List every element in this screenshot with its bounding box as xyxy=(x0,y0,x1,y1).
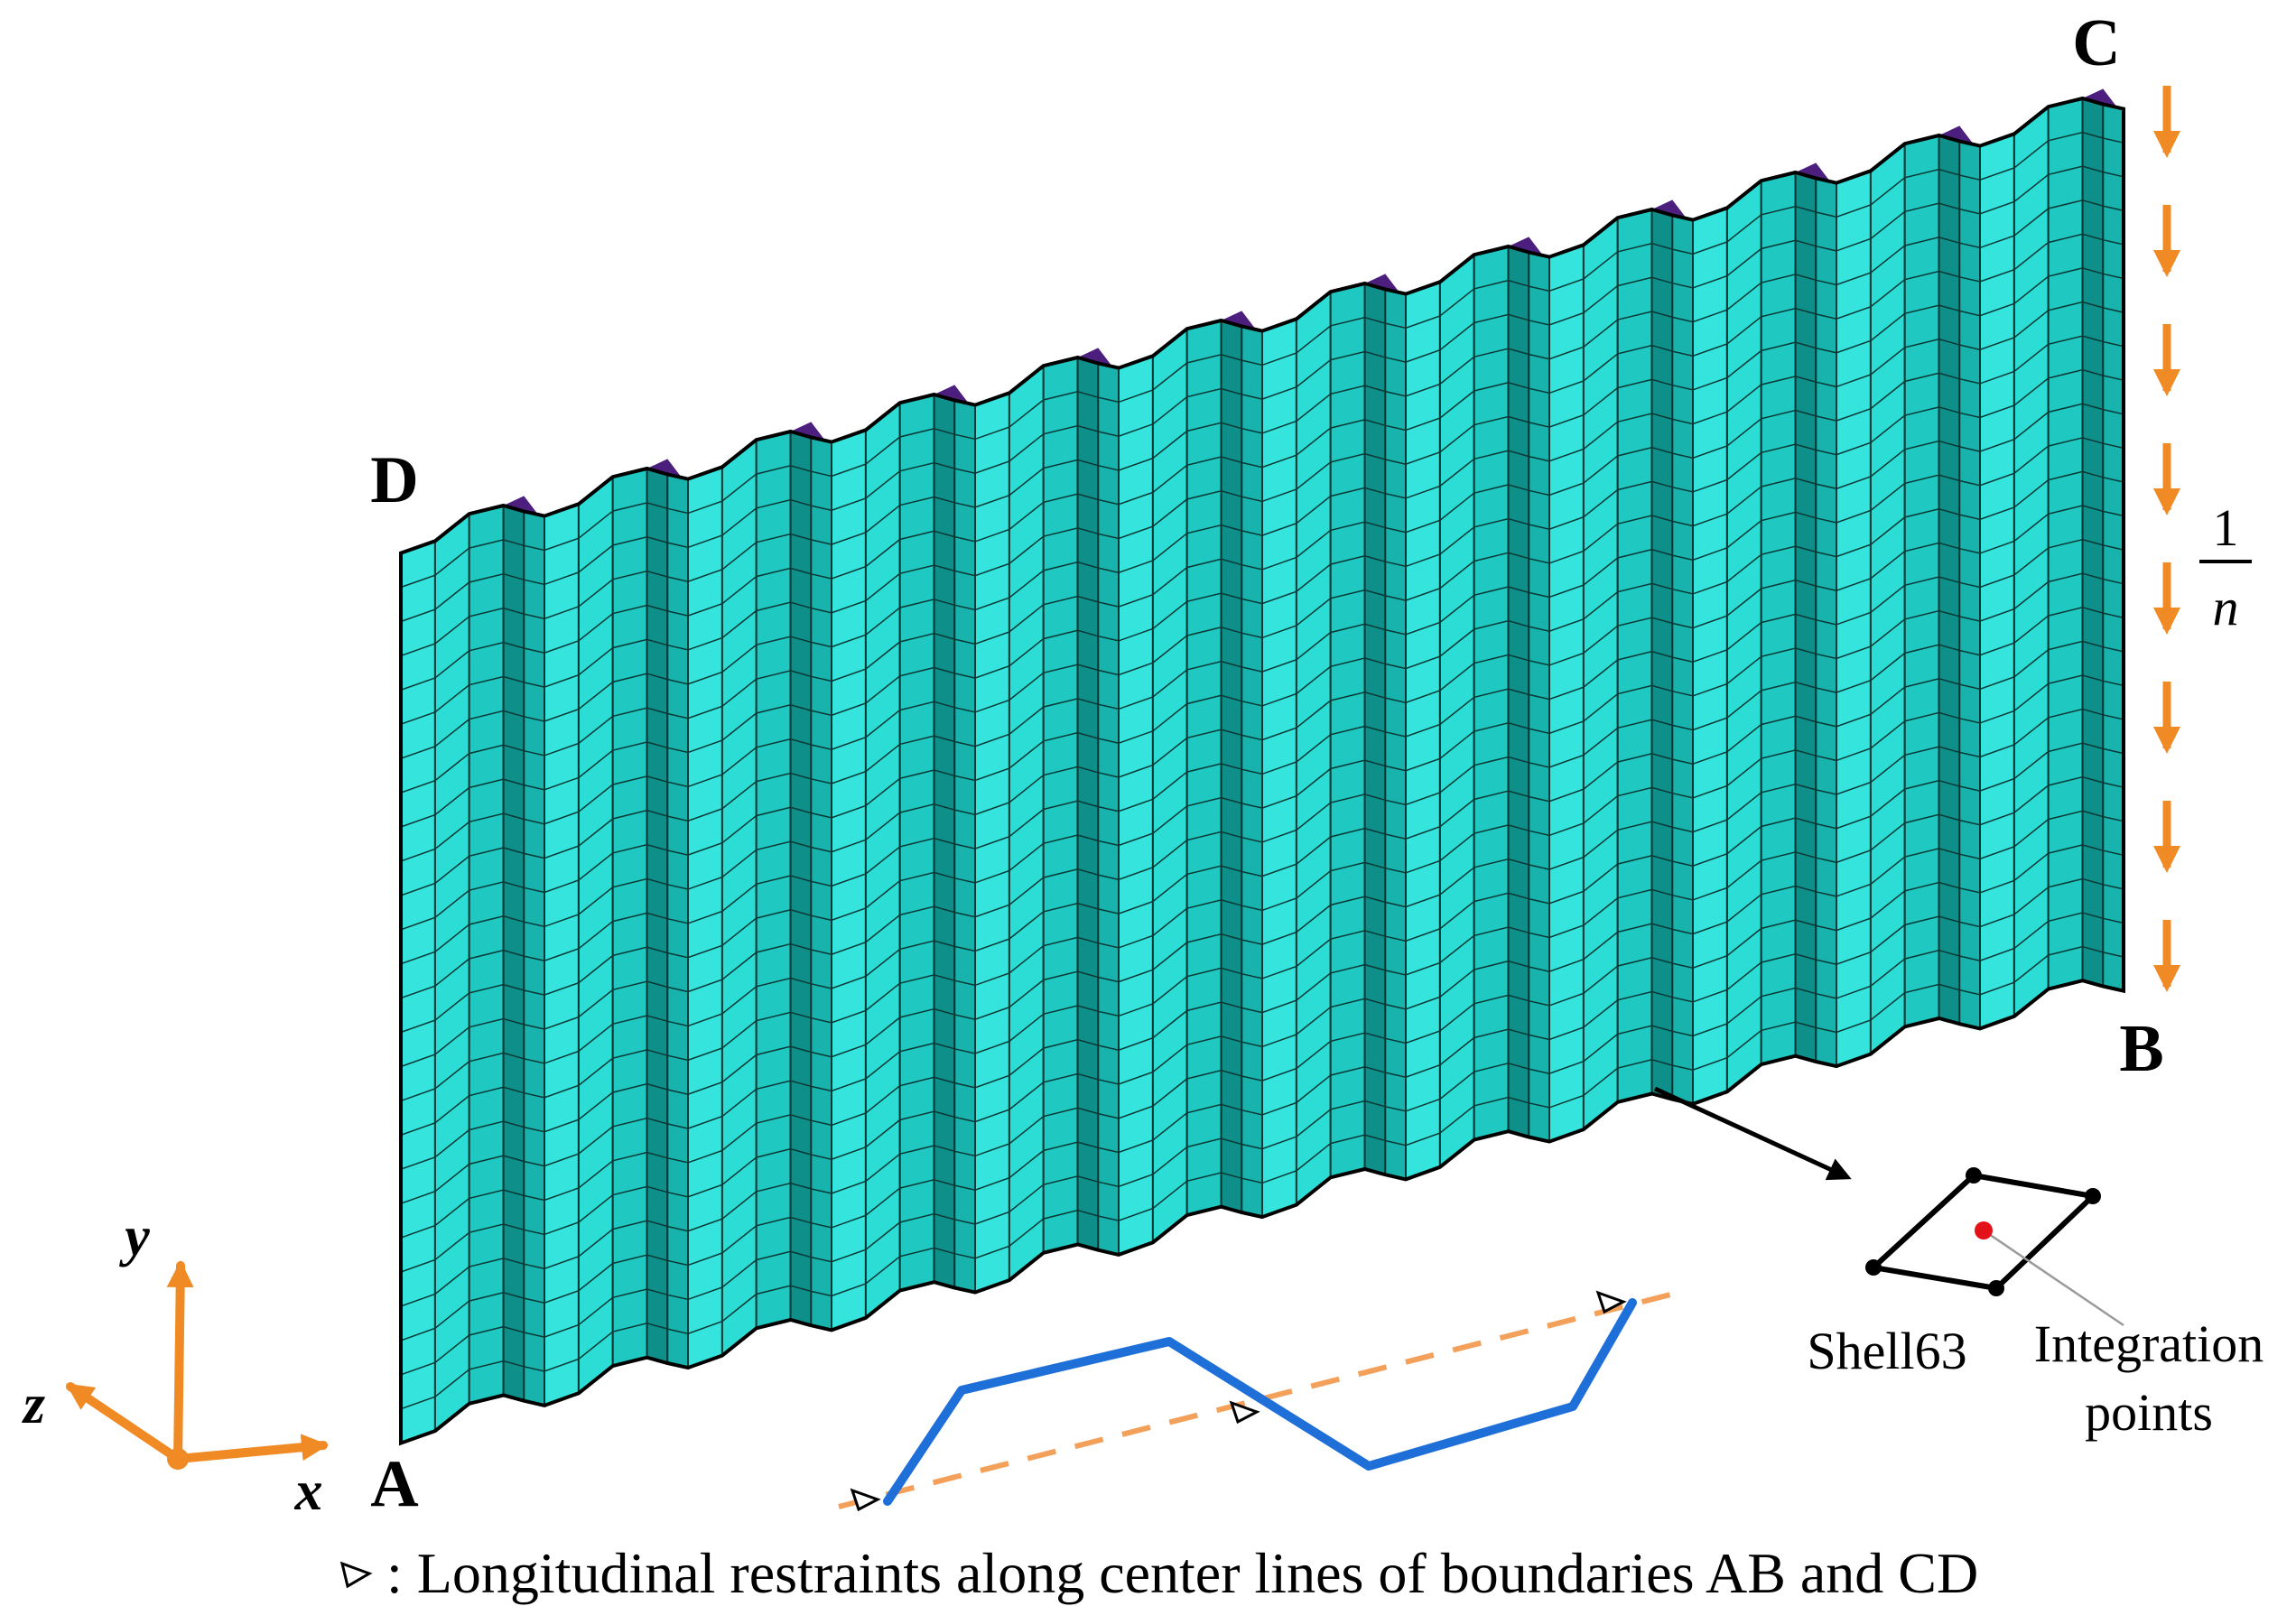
mesh-row-line xyxy=(400,301,2124,759)
y-axis-label: y xyxy=(118,1206,150,1267)
mesh-row-line xyxy=(400,267,2124,725)
mesh-row-line xyxy=(400,505,2124,965)
z-axis-label: z xyxy=(22,1374,45,1435)
element-node-dot xyxy=(2085,1188,2101,1204)
load-magnitude-fraction: 1 n xyxy=(2199,498,2252,636)
fold-top-notch xyxy=(1938,125,1975,145)
mesh-row-line xyxy=(400,131,2124,589)
axes-origin-dot xyxy=(167,1448,189,1470)
mesh-row-line xyxy=(400,437,2124,896)
corrugated-shell-mesh xyxy=(399,88,2125,1446)
integration-pointer-line xyxy=(1983,1229,2124,1327)
mesh-row-line xyxy=(400,538,2124,999)
fold-top-notch xyxy=(1077,348,1113,367)
integration-points-label-line2: points xyxy=(2085,1383,2213,1442)
mesh-row-line xyxy=(400,403,2124,862)
shell-element-label: Shell63 xyxy=(1807,1322,1966,1380)
mesh-row-line xyxy=(400,572,2124,1034)
x-axis-label: x xyxy=(294,1461,323,1522)
fold-top-notch xyxy=(1795,162,1831,182)
element-node-dot xyxy=(1966,1167,1982,1184)
corner-label-B: B xyxy=(2119,1012,2163,1086)
corner-label-D: D xyxy=(370,443,418,517)
legend: : Longitudinal restraints along center l… xyxy=(339,1541,1978,1605)
mesh-row-line xyxy=(400,607,2124,1068)
y-axis-arrow xyxy=(166,1260,194,1463)
element-node-dot xyxy=(1865,1259,1882,1276)
fold-top-notch xyxy=(503,496,539,515)
mesh-row-line xyxy=(400,945,2124,1410)
element-pointer-arrow xyxy=(1653,1086,1852,1181)
corrugation-profile-sketch xyxy=(838,1288,1686,1512)
mesh-row-line xyxy=(400,742,2124,1204)
mesh-row-line xyxy=(400,640,2124,1102)
mesh-row-line xyxy=(400,810,2124,1273)
mesh-row-line xyxy=(400,200,2124,657)
fold-top-notch xyxy=(1364,274,1400,293)
shell-element-detail xyxy=(1653,1086,2124,1327)
mesh-row-line xyxy=(400,335,2124,794)
restraint-marker xyxy=(1229,1400,1260,1425)
mesh-outline xyxy=(399,96,2125,1446)
z-axis-arrow xyxy=(66,1382,182,1463)
corner-label-C: C xyxy=(2072,6,2120,80)
fraction-numerator: 1 xyxy=(2213,498,2239,557)
fold-top-notch xyxy=(646,459,683,478)
restraint-marker xyxy=(850,1488,881,1512)
mesh-row-line xyxy=(400,912,2124,1376)
restraint-legend-icon xyxy=(339,1561,373,1589)
mesh-row-line xyxy=(400,877,2124,1341)
corner-label-A: A xyxy=(370,1447,418,1521)
legend-text: : Longitudinal restraints along center l… xyxy=(386,1541,1978,1605)
mesh-row-line xyxy=(400,368,2124,828)
fraction-denominator: n xyxy=(2213,578,2239,636)
mesh-row-line xyxy=(400,844,2124,1307)
mesh-row-line xyxy=(400,165,2124,623)
mesh-row-line xyxy=(400,470,2124,931)
x-axis-arrow xyxy=(173,1434,329,1463)
fold-top-notch xyxy=(1221,311,1257,330)
mesh-row-line xyxy=(400,674,2124,1137)
restraint-marker xyxy=(1595,1290,1627,1314)
integration-points-label-line1: Integration xyxy=(2034,1314,2263,1373)
fold-top-notch xyxy=(2082,88,2118,108)
element-node-dot xyxy=(1988,1280,2004,1296)
integration-point-dot xyxy=(1975,1221,1993,1239)
fold-top-notch xyxy=(790,422,826,441)
mesh-row-line xyxy=(400,233,2124,692)
fold-top-notch xyxy=(1651,200,1687,219)
fold-top-notch xyxy=(934,385,970,404)
fold-top-notch xyxy=(1508,237,1544,256)
mesh-row-line xyxy=(400,708,2124,1170)
coordinate-axes: y x z xyxy=(22,1206,329,1522)
corrugation-profile-line xyxy=(883,1298,1637,1506)
mesh-row-line xyxy=(400,775,2124,1239)
